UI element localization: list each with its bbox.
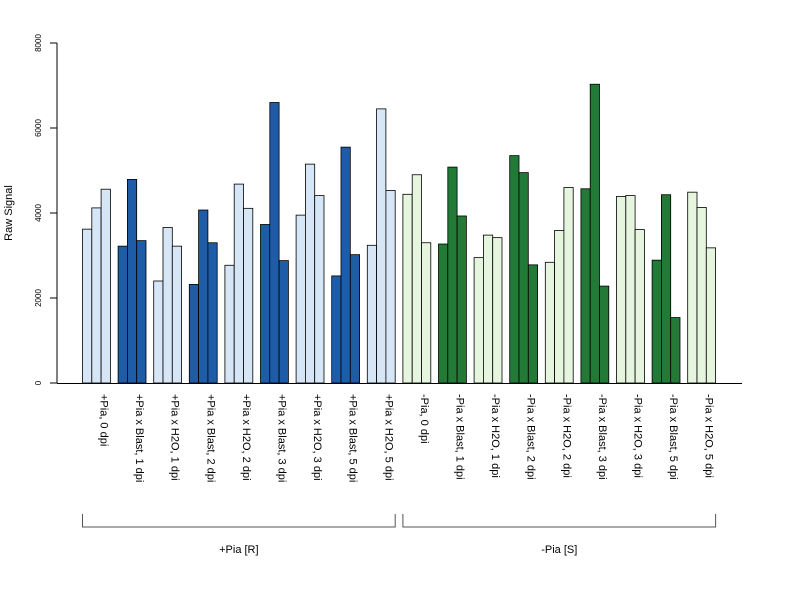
group-bracket <box>82 514 396 528</box>
x-tick-label: -Pia x Blast, 3 dpi <box>596 394 608 480</box>
bar <box>340 146 351 384</box>
x-tick-label: -Pia x H2O, 2 dpi <box>560 394 572 478</box>
bar <box>402 193 413 384</box>
bar <box>482 234 494 384</box>
bar <box>331 275 342 384</box>
bar <box>670 317 681 384</box>
y-tick-label: 0 <box>34 380 43 385</box>
x-tick-label: -Pia x Blast, 1 dpi <box>453 394 465 480</box>
x-tick-label: +Pia x H2O, 5 dpi <box>382 394 394 481</box>
bar <box>224 264 235 384</box>
x-tick-label: +Pia x Blast, 2 dpi <box>204 394 216 482</box>
bar <box>243 207 254 384</box>
bar <box>366 244 377 384</box>
bar <box>233 183 244 384</box>
bar <box>438 243 449 384</box>
bar <box>349 254 360 384</box>
bar <box>171 245 183 384</box>
bar <box>589 83 600 384</box>
bar <box>188 283 200 384</box>
bar <box>127 179 138 384</box>
bar <box>616 196 627 384</box>
bars-layer <box>82 83 716 384</box>
x-tick-label: +Pia, 0 dpi <box>97 394 109 446</box>
bar <box>269 102 280 384</box>
x-tick-label: -Pia x H2O, 3 dpi <box>631 394 643 478</box>
group-brackets: +Pia [R] -Pia [S] <box>82 514 717 556</box>
x-tick-label: -Pia x Blast, 2 dpi <box>525 394 537 480</box>
bar <box>207 242 218 384</box>
bar <box>651 259 662 384</box>
y-tick-label: 2000 <box>34 289 43 307</box>
bar <box>705 247 716 384</box>
bar <box>100 188 111 384</box>
bar <box>518 172 529 384</box>
y-tick-label: 4000 <box>34 204 43 222</box>
bar <box>625 195 636 384</box>
y-axis-ticks: 0 2000 4000 6000 8000 <box>34 34 57 385</box>
bar <box>153 280 164 384</box>
bar <box>304 163 316 384</box>
y-tick-label: 6000 <box>34 119 43 137</box>
bar <box>136 240 147 384</box>
bar <box>421 242 432 384</box>
x-tick-label: +Pia x Blast, 1 dpi <box>133 394 145 482</box>
x-tick-label: +Pia x H2O, 2 dpi <box>240 394 252 481</box>
bar <box>411 174 422 384</box>
group-bracket <box>402 514 717 528</box>
x-tick-label: -Pia, 0 dpi <box>418 394 430 444</box>
bar <box>295 214 306 384</box>
group-label: +Pia [R] <box>219 544 258 556</box>
bar <box>492 237 503 384</box>
bar <box>509 155 520 384</box>
x-axis-tick-labels: +Pia, 0 dpi +Pia x Blast, 1 dpi +Pia x H2O… <box>97 394 714 482</box>
bar <box>385 190 396 384</box>
bar <box>473 257 484 384</box>
x-tick-label: -Pia x H2O, 5 dpi <box>703 394 715 478</box>
bar <box>376 108 387 384</box>
x-tick-label: +Pia x Blast, 3 dpi <box>275 394 287 482</box>
bar <box>447 166 458 384</box>
bar <box>554 230 565 384</box>
bar <box>544 261 555 384</box>
bar <box>82 228 93 384</box>
x-tick-label: -Pia x Blast, 5 dpi <box>667 394 679 480</box>
x-tick-label: +Pia x H2O, 1 dpi <box>169 394 181 481</box>
x-tick-label: +Pia x H2O, 3 dpi <box>311 394 323 481</box>
bar <box>162 227 173 384</box>
bar <box>634 229 645 384</box>
group-label: -Pia [S] <box>541 544 577 556</box>
bar <box>599 285 610 384</box>
bar <box>91 207 102 384</box>
bar <box>687 191 698 384</box>
x-tick-label: +Pia x Blast, 5 dpi <box>347 394 359 482</box>
bar <box>527 264 538 384</box>
bar <box>260 224 271 384</box>
y-axis-label: Raw Signal <box>3 185 15 241</box>
bar <box>661 194 672 384</box>
x-tick-label: -Pia x H2O, 1 dpi <box>489 394 501 478</box>
bar <box>314 195 325 384</box>
bar <box>563 187 574 384</box>
bar <box>198 209 209 384</box>
bar <box>456 215 467 384</box>
bar <box>117 245 128 384</box>
bar <box>278 260 289 384</box>
y-tick-label: 8000 <box>34 34 43 52</box>
bar <box>696 207 707 384</box>
bar <box>580 188 591 384</box>
